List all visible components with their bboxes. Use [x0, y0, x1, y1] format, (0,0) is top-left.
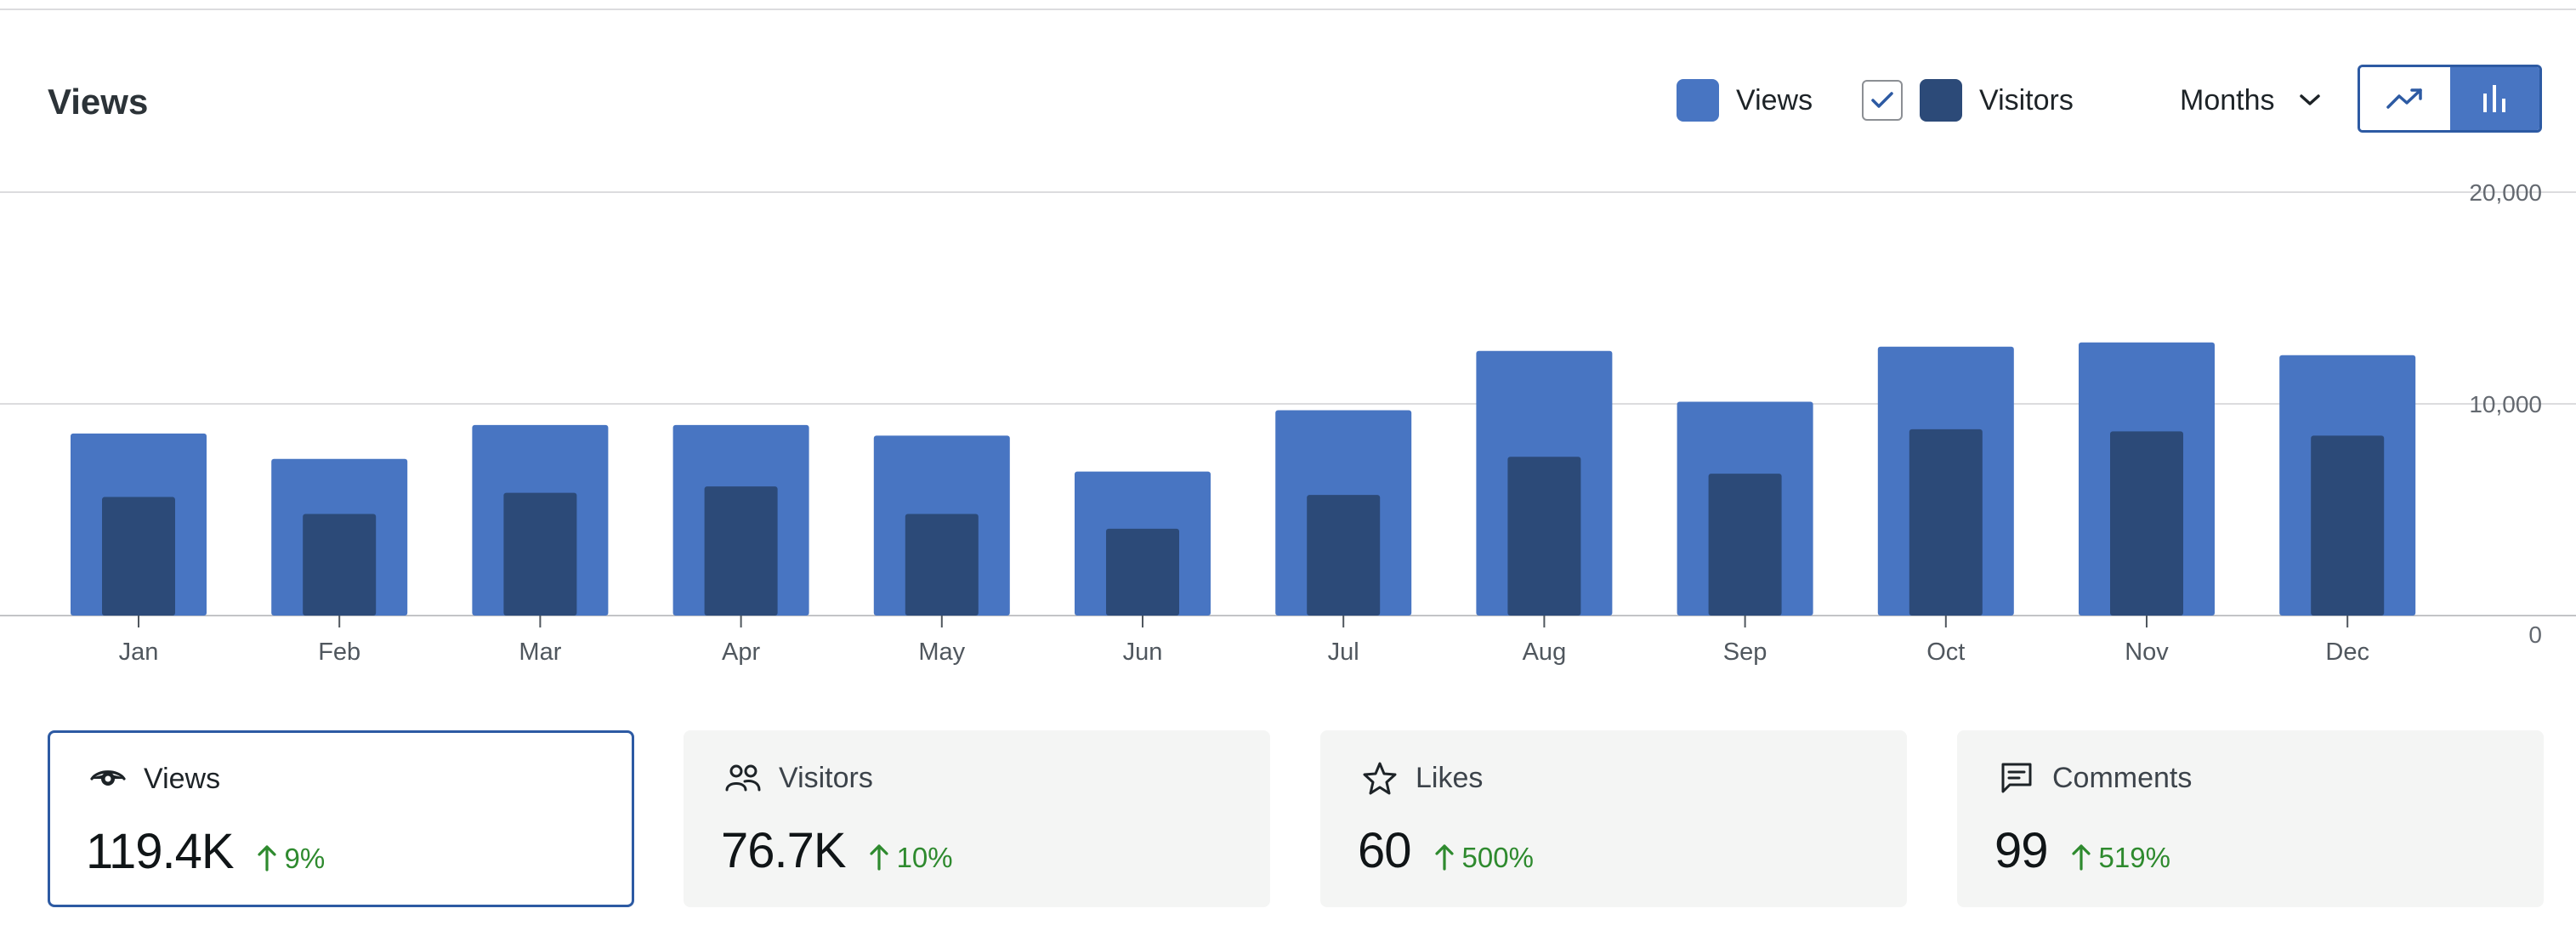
stat-card-views[interactable]: Views 119.4K 9% — [48, 730, 634, 907]
x-tick-label: Aug — [1523, 639, 1567, 666]
chevron-down-icon — [2299, 94, 2321, 107]
stat-card-likes[interactable]: Likes 60 500% — [1320, 730, 1907, 907]
stat-label-text: Visitors — [779, 761, 873, 794]
stat-delta: 9% — [257, 841, 326, 875]
bar-visitors — [1106, 528, 1179, 616]
stat-label-text: Likes — [1416, 761, 1484, 794]
bar-visitors — [303, 514, 377, 616]
stat-label-text: Views — [144, 762, 221, 795]
arrow-up-icon — [869, 843, 888, 871]
legend-visitors: Visitors — [1862, 78, 2074, 122]
x-tick-label: Nov — [2125, 639, 2169, 666]
x-tick-label: Jan — [119, 639, 159, 666]
x-tick-label: Apr — [722, 639, 760, 666]
stat-delta: 500% — [1434, 840, 1534, 874]
stat-delta-value: 519% — [2098, 842, 2170, 873]
stat-label: Comments — [1998, 759, 2192, 797]
x-tick-label: Oct — [1926, 639, 1965, 666]
x-tick-label: Sep — [1723, 639, 1767, 666]
stat-label: Visitors — [724, 759, 873, 797]
bar-chart-icon — [2483, 85, 2506, 112]
legend-views-label: Views — [1736, 83, 1813, 116]
stat-number: 76.7K — [721, 823, 847, 878]
stat-value: 119.4K 9% — [86, 823, 325, 880]
chart-header: Views Views Visitors Months — [0, 0, 2576, 196]
chart-svg: 20,000 10,000 0 Jan Feb Mar Apr May Jun Jul Aug Sep… — [0, 179, 2576, 666]
arrow-up-icon — [1434, 843, 1454, 871]
stat-card-visitors[interactable]: Visitors 76.7K 10% — [684, 730, 1270, 907]
stat-card-comments[interactable]: Comments 99 519% — [1957, 730, 2544, 907]
stat-delta-value: 9% — [284, 843, 326, 874]
bar-visitors — [905, 514, 979, 616]
stats-cards: Views 119.4K 9% Visitors — [0, 727, 2576, 911]
people-icon — [724, 759, 762, 797]
stat-number: 119.4K — [86, 824, 235, 879]
stat-label-text: Comments — [2052, 761, 2193, 794]
x-tick-label: Jun — [1123, 639, 1163, 666]
stat-delta: 519% — [2071, 840, 2170, 874]
arrow-up-icon — [2071, 843, 2091, 871]
x-tick-label: Mar — [519, 639, 561, 666]
bar-visitors — [1307, 495, 1381, 616]
stat-value: 60 500% — [1358, 822, 1534, 879]
line-chart-button[interactable] — [2360, 67, 2450, 130]
visitors-checkbox[interactable] — [1862, 80, 1903, 121]
stat-delta-value: 10% — [896, 842, 953, 873]
stat-value: 99 519% — [1994, 822, 2170, 879]
views-swatch — [1677, 79, 1719, 122]
stat-label: Likes — [1361, 759, 1483, 797]
x-tick-label: Jul — [1328, 639, 1359, 666]
bar-visitors — [102, 497, 175, 616]
line-chart-icon — [2386, 88, 2422, 109]
stat-label: Views — [89, 760, 220, 798]
x-tick-label: Feb — [318, 639, 360, 666]
eye-icon — [89, 760, 127, 798]
bar-visitors — [2110, 431, 2183, 616]
checkmark-icon — [1871, 92, 1893, 108]
star-icon — [1361, 759, 1399, 797]
comment-icon — [1998, 759, 2035, 797]
y-tick-label: 0 — [2528, 622, 2542, 648]
stat-number: 60 — [1358, 823, 1412, 878]
bar-chart-button[interactable] — [2449, 67, 2539, 130]
bar-visitors — [2311, 435, 2385, 616]
legend-views: Views — [1677, 78, 1813, 122]
bar-visitors — [1708, 474, 1782, 616]
period-select[interactable]: Months — [2180, 78, 2321, 122]
bar-visitors — [704, 486, 778, 616]
bar-chart: 20,000 10,000 0 Jan Feb Mar Apr May Jun Jul Aug Sep… — [0, 170, 2576, 680]
stat-number: 99 — [1994, 823, 2049, 878]
stat-value: 76.7K 10% — [721, 822, 953, 879]
bar-visitors — [1909, 429, 1983, 616]
y-tick-label: 10,000 — [2469, 391, 2542, 417]
x-tick-label: May — [918, 639, 965, 666]
arrow-up-icon — [257, 844, 276, 871]
bar-visitors — [503, 492, 577, 616]
bar-visitors — [1507, 457, 1581, 616]
y-tick-label: 20,000 — [2469, 179, 2542, 206]
visitors-swatch — [1920, 79, 1962, 122]
stat-delta-value: 500% — [1461, 842, 1534, 873]
legend-visitors-label: Visitors — [1979, 83, 2074, 116]
top-divider — [0, 0, 2576, 10]
period-select-value: Months — [2180, 83, 2275, 116]
chart-type-toggle — [2358, 65, 2542, 133]
x-tick-label: Dec — [2325, 639, 2369, 666]
page-title: Views — [48, 82, 149, 122]
stat-delta: 10% — [869, 840, 953, 874]
